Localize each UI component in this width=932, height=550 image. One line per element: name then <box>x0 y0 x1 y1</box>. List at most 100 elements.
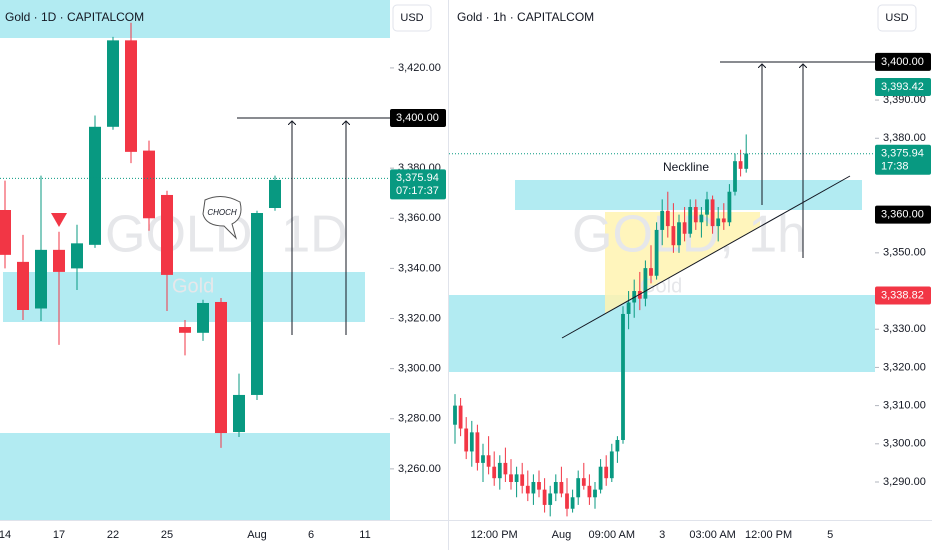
zone <box>515 180 862 210</box>
price-label: 3,393.42 <box>881 81 924 93</box>
candle-body <box>107 40 119 127</box>
price-label: 3,375.94 <box>881 148 924 160</box>
y-tick-label: 3,420.00 <box>398 62 441 74</box>
candle-body <box>497 462 502 479</box>
candle-body <box>609 451 614 479</box>
candle-body <box>486 455 491 467</box>
zone <box>0 0 390 38</box>
candle-body <box>615 439 620 452</box>
chart-title: Gold · 1D · CAPITALCOM <box>5 10 144 24</box>
candle-body <box>693 207 698 223</box>
currency-button[interactable] <box>877 4 917 32</box>
price-box <box>875 144 931 175</box>
annotation: Neckline <box>663 160 709 174</box>
candle-body <box>721 218 726 223</box>
y-tick-label: 3,390.00 <box>883 94 926 106</box>
candle-body <box>604 466 609 479</box>
price-label: 3,338.82 <box>881 289 924 301</box>
x-tick-label: 25 <box>161 529 173 541</box>
price-label: 3,360.00 <box>881 209 924 221</box>
x-tick-label: 22 <box>107 529 119 541</box>
candle-body <box>89 126 101 245</box>
x-tick-label: 12:00 PM <box>745 529 792 541</box>
candle-body <box>525 485 530 494</box>
candle-body <box>744 153 749 169</box>
chart-title: Gold · 1h · CAPITALCOM <box>457 10 594 24</box>
candle-body <box>587 485 592 498</box>
candle-body <box>197 302 209 333</box>
candle-body <box>537 481 541 490</box>
candle-body <box>654 229 659 276</box>
candle-body <box>621 313 625 440</box>
x-tick-label: 12:00 PM <box>471 529 518 541</box>
x-tick-label: 6 <box>308 529 314 541</box>
candle-body <box>520 474 525 486</box>
y-tick-label: 3,310.00 <box>883 400 926 412</box>
price-axis <box>390 0 448 550</box>
candle-body <box>553 481 558 494</box>
candle-body <box>481 455 485 463</box>
candle-body <box>179 327 191 333</box>
candle-body <box>733 161 737 192</box>
candle-body <box>710 199 715 227</box>
candle-body <box>71 243 83 269</box>
x-tick-label: 3 <box>659 529 665 541</box>
time-axis <box>0 520 932 550</box>
candle-body <box>699 214 704 223</box>
x-tick-label: 03:00 AM <box>689 529 735 541</box>
candle-body <box>469 432 474 452</box>
candle-body <box>143 150 155 219</box>
y-tick-label: 3,340.00 <box>398 262 441 274</box>
candle-body <box>0 210 11 255</box>
candle-body <box>125 40 137 152</box>
candle-body <box>637 291 642 299</box>
candle-body <box>660 210 665 230</box>
price-box <box>390 109 446 128</box>
x-tick-label: 11 <box>359 529 370 541</box>
candle-body <box>233 394 245 433</box>
candle-body <box>509 474 513 482</box>
candle-body <box>548 493 553 505</box>
zone <box>449 295 875 372</box>
x-tick-label: Aug <box>552 529 572 541</box>
candle-body <box>598 466 603 490</box>
candle-body <box>626 302 631 314</box>
candle-body <box>215 301 227 434</box>
candle-body <box>559 481 564 494</box>
candle-body <box>269 179 281 208</box>
callout <box>202 196 242 240</box>
candle-body <box>682 222 687 234</box>
candle-body <box>671 226 676 246</box>
candle-body <box>565 493 569 509</box>
x-tick-label: 14 <box>0 529 11 541</box>
zone <box>3 272 365 322</box>
currency[interactable]: USD <box>885 12 908 24</box>
candle-body <box>643 268 648 299</box>
y-tick-label: 3,360.00 <box>398 212 441 224</box>
x-tick-label: 09:00 AM <box>589 529 635 541</box>
signal-marker <box>51 213 67 227</box>
candle-body <box>593 489 597 498</box>
price-label: 3,375.94 <box>396 172 439 184</box>
x-tick-label: 5 <box>827 529 833 541</box>
price-box <box>390 169 446 200</box>
candle-body <box>475 432 480 463</box>
candle-body <box>492 466 497 479</box>
price-box <box>875 78 931 97</box>
currency[interactable]: USD <box>400 12 423 24</box>
candle-body <box>665 210 670 227</box>
x-tick-label: Aug <box>247 529 267 541</box>
price-timer: 17:38 <box>881 161 909 173</box>
candle-body <box>514 474 519 482</box>
price-box <box>875 286 931 305</box>
currency-button[interactable] <box>392 4 432 32</box>
candle-body <box>17 261 29 310</box>
y-tick-label: 3,330.00 <box>883 323 926 335</box>
y-tick-label: 3,260.00 <box>398 463 441 475</box>
price-label: 3,400.00 <box>881 56 924 68</box>
price-box <box>875 52 931 71</box>
zone <box>0 433 390 520</box>
candle-body <box>464 428 469 452</box>
candle-body <box>542 489 547 505</box>
